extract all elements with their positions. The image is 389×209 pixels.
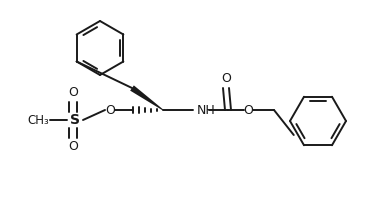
Text: S: S	[70, 113, 80, 127]
Polygon shape	[130, 85, 163, 110]
Text: O: O	[68, 140, 78, 153]
Text: CH₃: CH₃	[27, 113, 49, 126]
Text: O: O	[221, 71, 231, 84]
Text: O: O	[68, 87, 78, 99]
Text: O: O	[105, 103, 115, 116]
Text: O: O	[243, 103, 253, 116]
Text: NH: NH	[197, 103, 216, 116]
